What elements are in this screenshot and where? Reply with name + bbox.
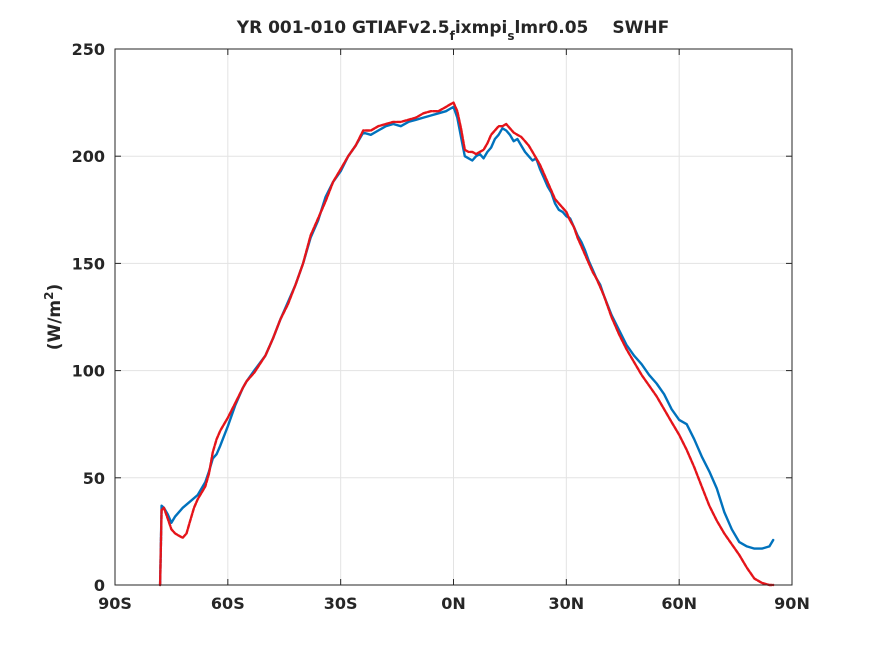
- title-part3: lmr0.05: [515, 18, 589, 38]
- title-part4: SWHF: [612, 18, 669, 38]
- y-tick-label: 250: [72, 40, 105, 59]
- ylabel-text: (W/m: [45, 300, 65, 350]
- y-tick-label: 100: [72, 362, 105, 381]
- y-tick-labels: 0 50 100 150 200 250: [72, 40, 105, 595]
- ylabel-close: ): [45, 284, 65, 292]
- title-part1: YR 001-010 GTIAFv2.5: [236, 18, 450, 38]
- y-axis-label: (W/m2): [42, 284, 65, 351]
- series-2-line: [158, 101, 775, 587]
- x-tick-label: 90N: [774, 594, 810, 613]
- x-tick-label: 60N: [661, 594, 697, 613]
- x-tick-labels: 90S 60S 30S 0N 30N 60N 90N: [98, 594, 810, 613]
- x-tick-label: 0N: [441, 594, 466, 613]
- y-tick-label: 150: [72, 254, 105, 273]
- y-tick-label: 200: [72, 147, 105, 166]
- y-tick-label: 0: [94, 576, 105, 595]
- title-subscript-1: f: [450, 29, 456, 43]
- ylabel-superscript: 2: [42, 291, 56, 299]
- y-tick-label: 50: [83, 469, 105, 488]
- tick-marks: [114, 48, 793, 586]
- title-subscript-2: s: [507, 29, 514, 43]
- chart-title: YR 001-010 GTIAFv2.5fixmpislmr0.05 SWHF: [236, 18, 669, 43]
- x-tick-label: 30N: [549, 594, 585, 613]
- x-tick-label: 30S: [324, 594, 358, 613]
- series-layer: [158, 101, 775, 587]
- grid-lines: [115, 49, 792, 585]
- x-tick-label: 60S: [211, 594, 245, 613]
- x-tick-label: 90S: [98, 594, 132, 613]
- title-part2: ixmpi: [455, 18, 508, 38]
